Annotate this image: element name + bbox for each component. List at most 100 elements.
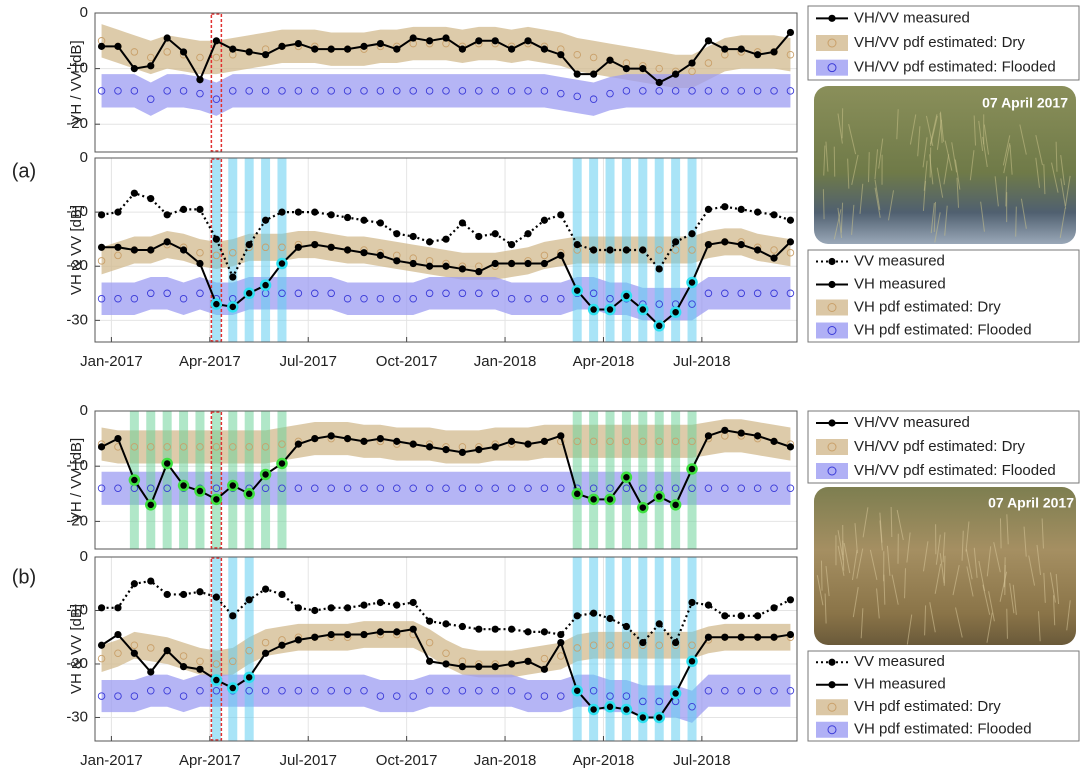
- legend-swatch: [816, 300, 848, 316]
- measured-point: [98, 43, 105, 50]
- measured-point: [131, 246, 138, 253]
- measured-point: [295, 244, 302, 251]
- measured-point: [475, 663, 482, 670]
- photo-label: 07 April 2017: [988, 495, 1074, 511]
- measured-point: [245, 489, 254, 498]
- measured-point: [442, 236, 449, 243]
- measured-point: [228, 302, 237, 311]
- measured-point: [770, 48, 777, 55]
- measured-point: [328, 604, 335, 611]
- legend-label: VH pdf estimated: Flooded: [854, 721, 1032, 738]
- measured-point: [574, 71, 581, 78]
- measured-point: [557, 51, 564, 58]
- measured-point: [393, 230, 400, 237]
- x-tick-label: Jul-2017: [279, 353, 337, 370]
- measured-point: [147, 577, 154, 584]
- measured-point: [213, 37, 220, 44]
- measured-point: [360, 43, 367, 50]
- y-tick-label: -30: [66, 311, 88, 328]
- measured-point: [787, 596, 794, 603]
- measured-point: [278, 209, 285, 216]
- measured-point: [98, 211, 105, 218]
- measured-point: [146, 500, 155, 509]
- measured-point: [311, 607, 318, 614]
- legend-symbol: [828, 681, 835, 688]
- measured-point: [262, 217, 269, 224]
- measured-point: [672, 238, 679, 245]
- measured-point: [410, 441, 417, 448]
- measured-point: [770, 604, 777, 611]
- measured-point: [229, 273, 236, 280]
- measured-point: [278, 642, 285, 649]
- measured-point: [688, 599, 695, 606]
- measured-point: [98, 604, 105, 611]
- measured-point: [295, 636, 302, 643]
- measured-point: [180, 246, 187, 253]
- measured-point: [180, 48, 187, 55]
- measured-point: [393, 438, 400, 445]
- measured-point: [328, 631, 335, 638]
- measured-point: [328, 244, 335, 251]
- measured-point: [98, 244, 105, 251]
- measured-point: [131, 580, 138, 587]
- measured-point: [541, 46, 548, 53]
- measured-point: [360, 602, 367, 609]
- measured-point: [261, 281, 270, 290]
- measured-point: [195, 487, 204, 496]
- measured-point: [426, 443, 433, 450]
- measured-point: [656, 265, 663, 272]
- measured-point: [606, 615, 613, 622]
- x-tick-label: Jul-2018: [673, 353, 731, 370]
- measured-point: [622, 292, 631, 301]
- x-tick-label: Jul-2018: [673, 752, 731, 769]
- measured-point: [671, 500, 680, 509]
- measured-point: [721, 46, 728, 53]
- measured-point: [738, 429, 745, 436]
- measured-point: [541, 260, 548, 267]
- measured-point: [213, 236, 220, 243]
- measured-point: [114, 604, 121, 611]
- grass-blade: [869, 152, 870, 182]
- grass-blade: [1016, 207, 1017, 237]
- measured-point: [705, 37, 712, 44]
- measured-point: [524, 230, 531, 237]
- legend-label: VH pdf estimated: Dry: [854, 698, 1001, 715]
- measured-point: [164, 34, 171, 41]
- measured-point: [638, 503, 647, 512]
- measured-point: [492, 626, 499, 633]
- y-axis-label: VH / VV [dB]: [68, 438, 85, 522]
- measured-point: [590, 246, 597, 253]
- measured-point: [688, 657, 697, 666]
- measured-point: [147, 195, 154, 202]
- measured-point: [508, 660, 515, 667]
- measured-point: [475, 268, 482, 275]
- measured-point: [164, 591, 171, 598]
- measured-point: [426, 37, 433, 44]
- measured-point: [573, 489, 582, 498]
- legend-swatch: [816, 323, 848, 339]
- measured-point: [688, 464, 697, 473]
- measured-point: [557, 432, 564, 439]
- measured-point: [261, 470, 270, 479]
- measured-point: [393, 46, 400, 53]
- x-tick-label: Jan-2017: [80, 353, 143, 370]
- measured-point: [212, 495, 221, 504]
- measured-point: [770, 438, 777, 445]
- photo-label: 07 April 2017: [982, 95, 1068, 111]
- legend-label: VH/VV pdf estimated: Dry: [854, 34, 1025, 51]
- measured-point: [328, 211, 335, 218]
- measured-point: [262, 650, 269, 657]
- measured-point: [196, 76, 203, 83]
- measured-point: [459, 623, 466, 630]
- legend-symbol: [828, 258, 835, 265]
- measured-point: [393, 257, 400, 264]
- measured-point: [623, 65, 630, 72]
- measured-point: [377, 252, 384, 259]
- measured-point: [754, 209, 761, 216]
- measured-point: [672, 71, 679, 78]
- measured-point: [311, 634, 318, 641]
- grass-blade: [821, 561, 822, 591]
- flood-stripe: [606, 411, 615, 549]
- measured-point: [228, 481, 237, 490]
- x-tick-label: Apr-2017: [179, 353, 241, 370]
